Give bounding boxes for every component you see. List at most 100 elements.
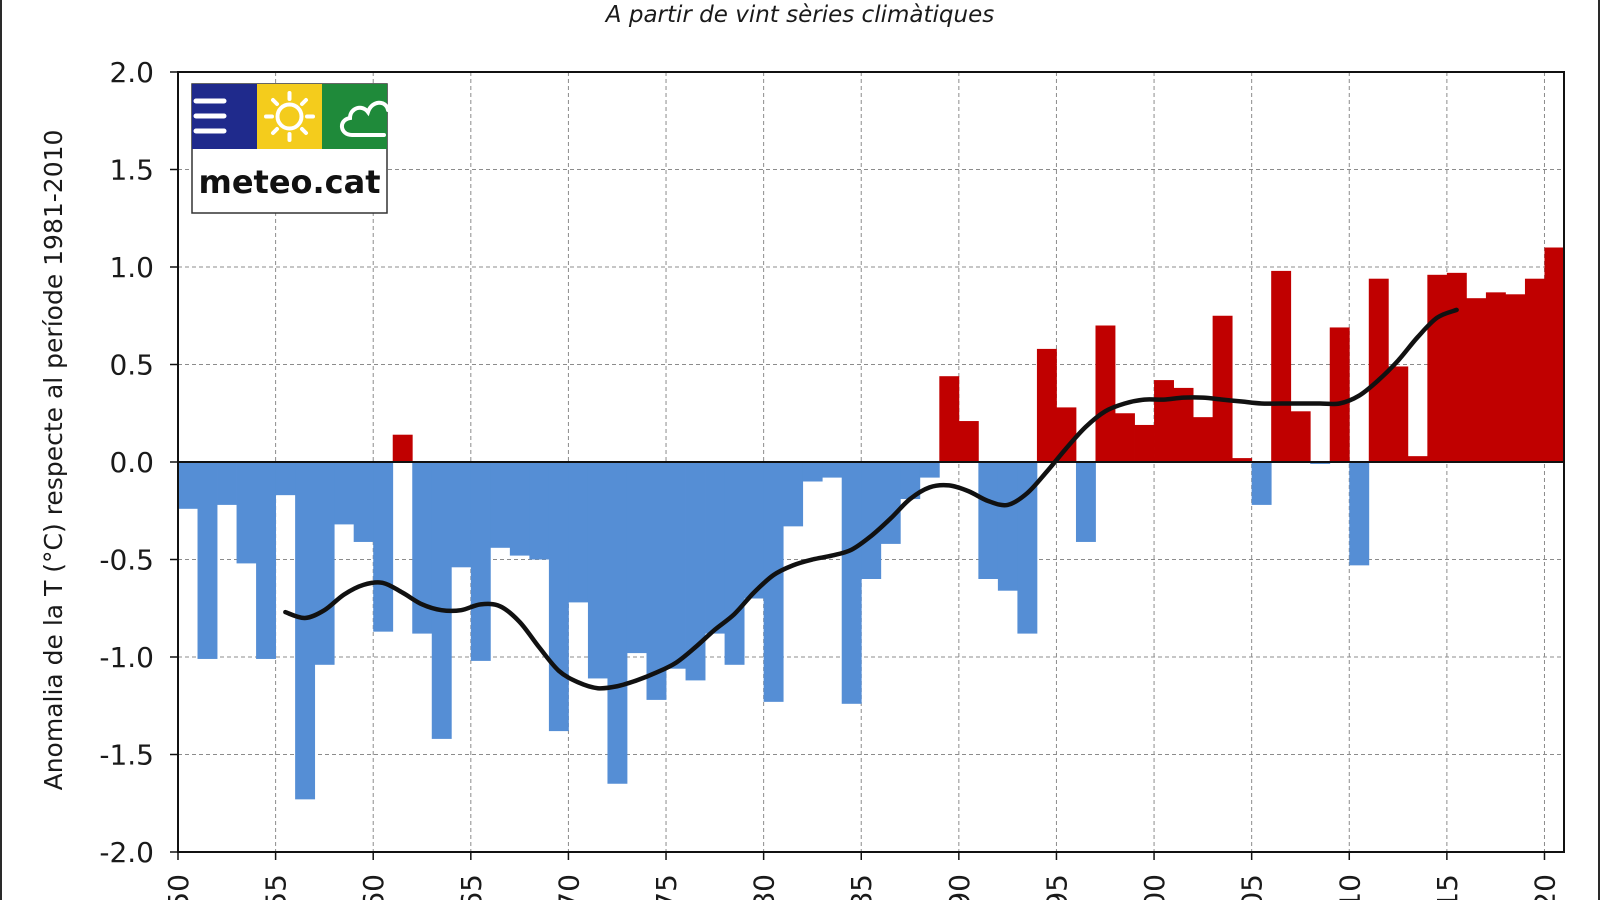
bar-1965 <box>470 462 491 661</box>
y-tick-labels: 2.0 1.5 1.0 0.5 0.0 -0.5 -1.0 -1.5 -2.0 <box>99 56 178 869</box>
bar-1976 <box>685 462 706 681</box>
menu-lines-icon <box>193 98 227 134</box>
bar-1983 <box>822 462 843 478</box>
bar-1996 <box>1075 462 1096 542</box>
bar-1986 <box>880 462 901 544</box>
bar-1979 <box>744 462 765 599</box>
bar-1959 <box>353 462 374 542</box>
bar-2010 <box>1349 462 1370 566</box>
x-tick-labels: 50 55 60 65 70 75 80 85 90 95 00 05 10 15 20 <box>162 852 1561 900</box>
bar-2002 <box>1193 417 1214 462</box>
bar-2003 <box>1212 315 1233 462</box>
x-tick-label: 95 <box>1040 874 1073 900</box>
y-tick-label: 1.5 <box>109 154 154 187</box>
x-tick-label: 65 <box>455 874 488 900</box>
bar-2005 <box>1251 462 1272 505</box>
grid-lines <box>178 72 1564 852</box>
bar-1991 <box>978 462 999 579</box>
bar-1975 <box>666 462 686 669</box>
bar-1992 <box>997 462 1018 591</box>
bar-1964 <box>451 462 472 568</box>
meteocat-logo: meteo.cat <box>191 83 390 214</box>
bar-1956 <box>295 462 316 800</box>
trend-line-path <box>283 307 1459 691</box>
bar-2004 <box>1232 458 1253 462</box>
bar-1953 <box>236 462 257 564</box>
x-tick-label: 80 <box>748 874 781 900</box>
bar-2016 <box>1466 298 1487 462</box>
x-tick-label: 00 <box>1138 874 1171 900</box>
x-tick-label: 15 <box>1431 874 1464 900</box>
bar-2006 <box>1271 270 1292 462</box>
bar-2007 <box>1290 411 1311 462</box>
bar-1951 <box>197 462 218 659</box>
x-tick-label: 10 <box>1333 874 1366 900</box>
bar-1970 <box>568 462 589 603</box>
y-tick-label: 1.0 <box>109 251 154 284</box>
bar-1981 <box>783 462 804 527</box>
y-tick-label: 0.5 <box>109 349 154 382</box>
bar-1977 <box>705 462 725 634</box>
x-tick-label: 85 <box>845 874 878 900</box>
x-tick-label: 60 <box>357 874 390 900</box>
bar-1952 <box>217 462 237 505</box>
bar-2001 <box>1173 387 1194 462</box>
bar-2017 <box>1485 292 1506 462</box>
bar-1988 <box>919 462 940 478</box>
bar-1990 <box>958 421 979 462</box>
bar-2013 <box>1407 456 1428 462</box>
bar-1966 <box>490 462 511 548</box>
bar-1967 <box>509 462 530 556</box>
bar-1961 <box>392 434 413 462</box>
page-border-left <box>0 0 2 900</box>
bar-1971 <box>587 462 608 679</box>
bar-1968 <box>529 462 550 560</box>
bar-1969 <box>548 462 569 732</box>
bar-2011 <box>1368 278 1389 462</box>
bar-2015 <box>1446 272 1467 462</box>
y-tick-label: 0.0 <box>109 446 154 479</box>
x-tick-label: 05 <box>1236 874 1269 900</box>
chart-subtitle: A partir de vint sèries climàtiques <box>604 2 994 28</box>
bar-1973 <box>626 462 647 654</box>
bar-1978 <box>724 462 745 665</box>
bar-1987 <box>900 462 921 500</box>
logo-text: meteo.cat <box>198 163 380 201</box>
x-tick-label: 55 <box>260 874 293 900</box>
x-tick-label: 70 <box>552 874 585 900</box>
y-tick-label: -1.5 <box>99 739 154 772</box>
bar-1962 <box>412 462 433 634</box>
bar-1955 <box>275 462 296 496</box>
bar-2018 <box>1505 294 1526 462</box>
bar-1954 <box>256 462 277 659</box>
bar-1999 <box>1134 424 1155 462</box>
x-tick-label: 75 <box>650 874 683 900</box>
smoothed-trend-line <box>283 307 1459 691</box>
x-tick-label: 20 <box>1528 874 1561 900</box>
bars <box>178 247 1565 800</box>
bar-1985 <box>861 462 882 579</box>
bar-1963 <box>431 462 452 739</box>
bar-1950 <box>178 462 198 509</box>
bar-1957 <box>314 462 335 665</box>
bar-2020 <box>1544 247 1565 462</box>
y-tick-label: 2.0 <box>109 56 154 89</box>
y-tick-label: -1.0 <box>99 641 154 674</box>
bar-1989 <box>939 376 960 462</box>
bar-1972 <box>607 462 628 784</box>
bar-1974 <box>646 462 667 700</box>
sun-icon <box>264 91 315 142</box>
bar-1960 <box>373 462 394 632</box>
bar-1984 <box>841 462 862 704</box>
bar-2012 <box>1388 366 1409 462</box>
bar-2014 <box>1427 274 1448 462</box>
x-tick-label: 50 <box>162 874 195 900</box>
bar-1998 <box>1115 413 1135 462</box>
cloud-icon <box>340 100 390 137</box>
bar-1995 <box>1056 407 1077 462</box>
bar-1982 <box>802 462 823 482</box>
bar-2009 <box>1329 327 1350 462</box>
bar-1994 <box>1036 348 1057 462</box>
x-tick-label: 90 <box>943 874 976 900</box>
